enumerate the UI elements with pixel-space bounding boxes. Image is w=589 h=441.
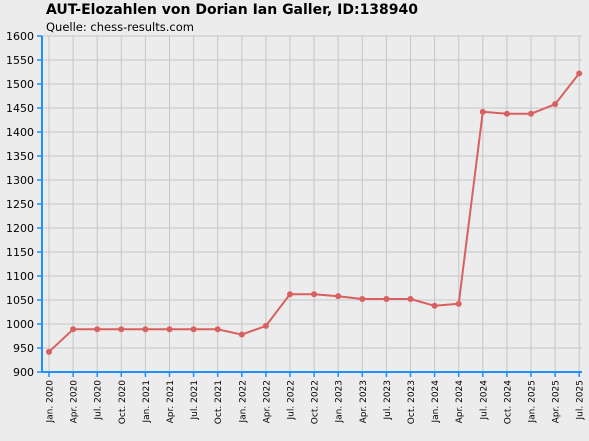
data-point (287, 291, 293, 298)
y-tick-label: 1600 (6, 30, 34, 43)
y-tick-label: 1300 (6, 174, 34, 187)
data-point (190, 326, 197, 333)
grid-lines (42, 35, 582, 372)
x-tick-label: Jul. 2025 (576, 380, 586, 421)
data-point (335, 293, 342, 300)
x-tick-label: Oct. 2024 (503, 380, 513, 424)
x-tick-label: Jan. 2025 (528, 380, 538, 424)
data-point (576, 70, 583, 77)
x-tick-label: Oct. 2020 (118, 380, 128, 424)
chart-title: AUT-Elozahlen von Dorian Ian Galler, ID:… (46, 2, 419, 18)
data-point (262, 322, 269, 329)
data-point (166, 326, 173, 333)
x-tick-label: Jan. 2024 (431, 380, 441, 424)
data-point (214, 326, 221, 333)
data-point (431, 302, 438, 309)
y-tick-label: 1450 (6, 102, 34, 115)
x-tick-label: Jul. 2021 (190, 380, 200, 421)
data-point (70, 326, 77, 333)
y-tick-label: 900 (13, 366, 34, 379)
y-tick-label: 950 (13, 342, 34, 355)
data-point (142, 326, 149, 333)
x-tick-label: Apr. 2021 (166, 380, 176, 423)
y-tick-label: 1250 (6, 198, 34, 211)
y-tick-label: 1500 (6, 78, 34, 91)
x-tick-label: Apr. 2025 (552, 380, 562, 423)
data-point (552, 101, 559, 108)
data-point (238, 331, 245, 338)
x-tick-label: Apr. 2024 (455, 380, 465, 424)
data-point (383, 296, 390, 303)
data-point (528, 110, 534, 117)
x-tick-label: Apr. 2020 (70, 380, 80, 424)
x-tick-label: Jan. 2022 (238, 380, 248, 424)
data-point (94, 326, 101, 333)
x-tick-label: Oct. 2023 (407, 380, 417, 424)
data-point (407, 296, 414, 303)
x-tick-label: Apr. 2023 (359, 380, 369, 423)
y-tick-label: 1550 (6, 54, 34, 67)
x-tick-label: Jul. 2024 (479, 380, 489, 421)
x-tick-label: Oct. 2022 (311, 380, 321, 424)
data-point (479, 108, 486, 115)
x-axis: Jan. 2020 Apr. 2020 Jul. 2020 Oct. 2020 Jan.… (42, 371, 586, 424)
data-point (118, 326, 125, 333)
y-tick-label: 1150 (6, 246, 34, 259)
y-tick-label: 1000 (6, 318, 34, 331)
x-tick-label: Jan. 2021 (142, 380, 152, 424)
x-tick-label: Jul. 2022 (287, 380, 297, 421)
x-tick-label: Jul. 2023 (383, 380, 393, 421)
y-tick-label: 1350 (6, 150, 34, 163)
data-point (455, 300, 462, 307)
x-tick-label: Jan. 2023 (335, 380, 345, 424)
data-point (46, 348, 52, 355)
y-tick-label: 1100 (6, 270, 34, 283)
series-layer (46, 70, 583, 355)
y-tick-label: 1050 (6, 294, 34, 307)
chart-subtitle: Quelle: chess-results.com (46, 20, 194, 34)
data-point (359, 296, 366, 303)
y-axis: 900 950 1000 1050 1100 1150 1200 1250 1300 1350 14… (6, 30, 43, 379)
x-tick-label: Jan. 2020 (46, 380, 56, 424)
y-tick-label: 1200 (6, 222, 34, 235)
x-tick-label: Oct. 2021 (214, 380, 224, 424)
data-point (503, 110, 510, 117)
y-tick-label: 1400 (6, 126, 34, 139)
x-tick-label: Jul. 2020 (94, 380, 104, 421)
x-tick-label: Apr. 2022 (262, 380, 272, 423)
data-point (311, 291, 318, 298)
